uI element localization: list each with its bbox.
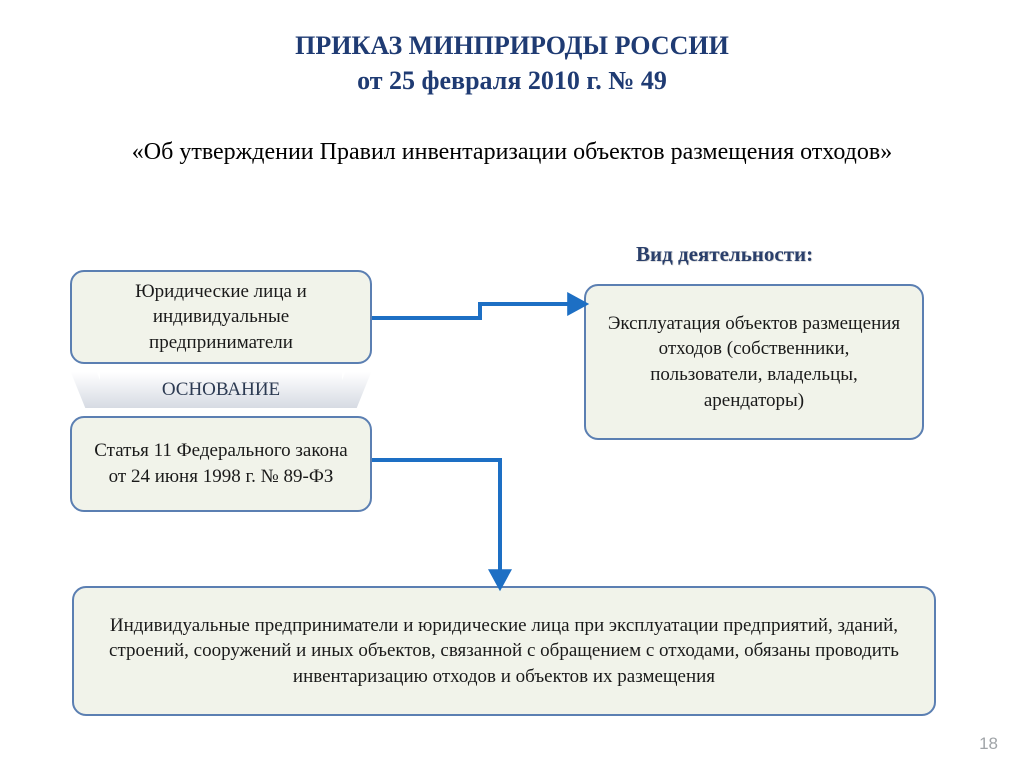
box-obligation: Индивидуальные предприниматели и юридиче… [72,586,936,716]
box-legal-entities: Юридические лица и индивидуальные предпр… [70,270,372,364]
basis-banner: ОСНОВАНИЕ [100,372,342,408]
subtitle: «Об утверждении Правил инвентаризации об… [0,136,1024,168]
basis-banner-text: ОСНОВАНИЕ [162,379,280,401]
title-block: ПРИКАЗ МИНПРИРОДЫ РОССИИ от 25 февраля 2… [0,0,1024,98]
title-line2: от 25 февраля 2010 г. № 49 [0,63,1024,98]
box-activity-exploitation: Эксплуатация объектов размещения отходов… [584,284,924,440]
page-number: 18 [979,734,998,754]
arrow-to-activity [372,304,584,318]
box-law-article: Статья 11 Федерального закона от 24 июня… [70,416,372,512]
arrow-to-obligation [372,460,500,586]
activity-type-label: Вид деятельности: [636,242,813,267]
title-line1: ПРИКАЗ МИНПРИРОДЫ РОССИИ [0,28,1024,63]
